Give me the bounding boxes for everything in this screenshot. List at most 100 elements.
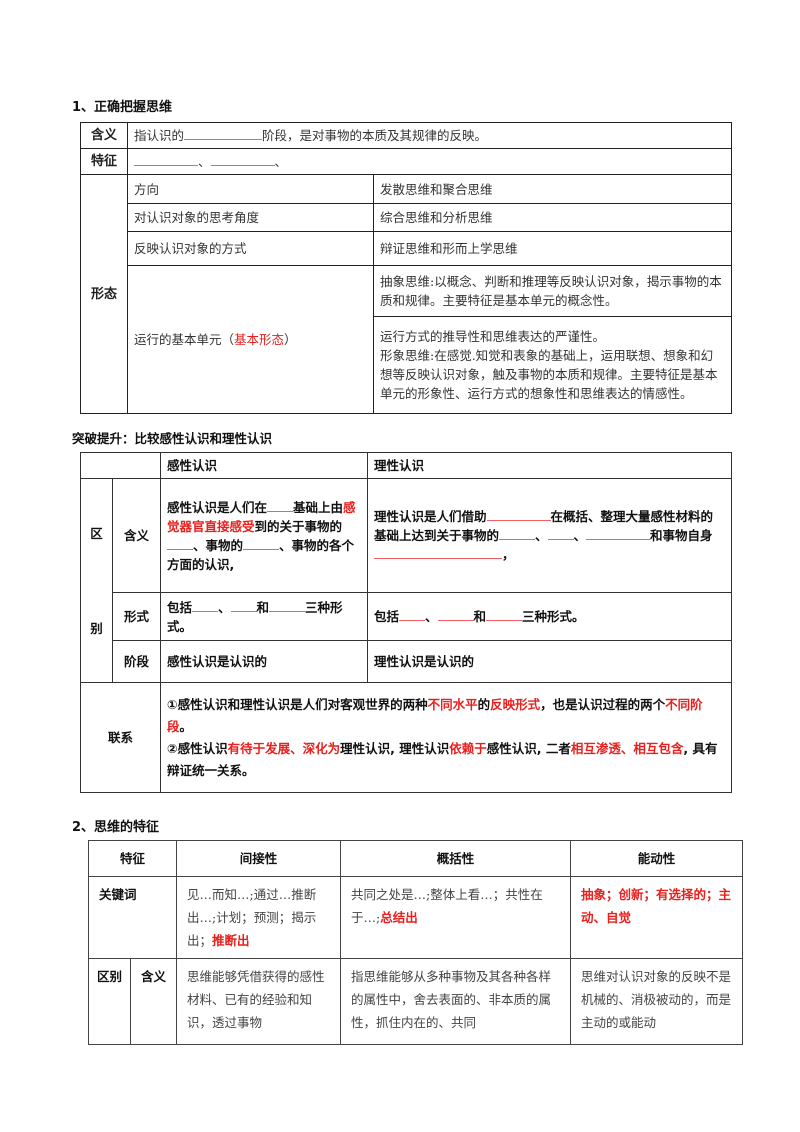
highlighted-text: 有待于发展、深化为: [227, 740, 341, 756]
meaning-rational: 理性认识是人们借助 在概括、整理大量感性材料的基础上达到关于事物的、 、 和事物自身 ，: [367, 478, 732, 593]
text-segment: 理性认识是人们借助: [374, 509, 487, 524]
fill-in-blank: [374, 546, 502, 559]
text-segment: 、事物的各个方面的认识,: [167, 537, 355, 572]
form-row: 形态 方向 发散思维和聚合思维: [80, 174, 732, 414]
keywords-initiative: 抽象；创新；有选择的；主动、自觉: [570, 876, 744, 959]
text-segment: 、: [198, 154, 211, 169]
section1-title: 1、正确把握思维: [72, 100, 173, 115]
text-segment: 见…而知…;通过…推断出…;计划；预测；揭示出；: [187, 887, 317, 948]
fill-in-blank: [486, 508, 551, 521]
text-segment: ）: [284, 332, 297, 347]
features-row: 特征 、、: [80, 148, 732, 175]
text-segment: 感性认识是人们在: [167, 499, 268, 515]
text-segment: 、事物的: [193, 537, 244, 553]
fill-in-blank: [399, 608, 426, 621]
stage-perceptual: 感性认识是认识的: [160, 640, 368, 683]
header-indirect: 间接性: [176, 840, 342, 877]
form-row: 形式 包括、和三种形式。 包括、和三种形式。: [81, 592, 732, 641]
text-segment: ，也是认识过程的两个: [540, 696, 666, 712]
forms-label: 形态: [80, 174, 128, 414]
imagery-thinking: 运行方式的推导性和思维表达的严谨性。 形象思维:在感觉.知觉和表象的基础上，运用联…: [373, 316, 732, 414]
compare-table: 感性认识 理性认识 区别 含义 感性认识是人们在 基础上由感觉器官直接感受到的关于…: [80, 452, 732, 793]
highlighted-text: 不同水平: [427, 696, 478, 712]
text-segment: 和: [473, 609, 487, 624]
form-label: 形式: [112, 592, 161, 641]
fill-in-blank: [184, 127, 263, 140]
text-segment: 基础上由: [293, 499, 344, 515]
form-aspect: 方向: [127, 174, 374, 204]
keywords-row: 关键词 见…而知…;通过…推断出…;计划；预测；揭示出；推断出 共同之处是…;整…: [87, 876, 744, 959]
fill-in-blank: [437, 608, 474, 621]
fill-in-blank: [167, 537, 193, 550]
text-segment: 和事物自身: [650, 528, 713, 543]
fill-in-blank: [267, 499, 294, 512]
highlighted-text: 不同阶段: [167, 696, 703, 734]
text-segment: 理性认识, 理性认识: [340, 740, 450, 756]
text-segment: 。: [179, 718, 193, 734]
form-aspect: 对认识对象的思考角度: [127, 203, 374, 232]
meaning-label: 含义: [129, 958, 178, 1045]
highlighted-text: 推断出: [212, 933, 250, 948]
text-segment: 运行的基本单元（: [134, 332, 235, 347]
fill-in-blank: [499, 527, 536, 540]
form-types: 综合思维和分析思维: [373, 203, 732, 232]
text-segment: ②感性认识: [167, 740, 228, 756]
header-feature: 特征: [87, 840, 178, 877]
text-segment: 抽象思维:以概念、判断和推理等反映认识对象，揭示事物的本质和规律。主要特征是基本…: [380, 274, 722, 308]
text-segment: 、: [218, 599, 231, 615]
keywords-label: 关键词: [87, 876, 178, 959]
highlighted-text: 抽象；创新；有选择的；主动、自觉: [581, 887, 732, 925]
section2-title: 2、思维的特征: [72, 820, 160, 835]
compare-title: 突破提升：比较感性认识和理性认识: [72, 431, 273, 446]
text-segment: 阶段，是对事物的本质及其规律的反映。: [262, 128, 488, 143]
fill-in-blank: [230, 599, 257, 612]
meaning-row: 区别 含义 思维能够凭借获得的感性材料、已有的经验和知识，透过事物 指思维能够从…: [88, 958, 744, 1045]
form-perceptual: 包括 、 和三种形式。: [160, 592, 368, 641]
meaning-generalization: 指思维能够从多种事物及其各种各样的属性中，舍去表面的、非本质的属性，抓住内在的、…: [340, 958, 572, 1045]
meaning-initiative: 思维对认识对象的反映不是机械的、消极被动的，而是主动的或能动: [570, 958, 744, 1045]
text-segment: , 具有辩证统一关系。: [167, 740, 718, 778]
relation-label: 联系: [80, 682, 161, 793]
header-initiative: 能动性: [570, 840, 744, 877]
highlighted-text: 相互渗透、相互包含: [570, 740, 684, 756]
form-rational: 包括 、 和 三种形式。: [367, 592, 732, 641]
text-segment: 包括: [374, 609, 400, 624]
text-segment: 共同之处是…;整体上看…；共性在于…;: [351, 887, 543, 925]
header-generalization: 概括性: [340, 840, 572, 877]
form-row: 对认识对象的思考角度 综合思维和分析思维: [81, 203, 732, 232]
text-segment: ，: [502, 547, 515, 562]
highlighted-text: 依赖于: [449, 740, 487, 756]
text-segment: 到的关于事物的: [254, 518, 343, 534]
text-segment: 的: [477, 696, 491, 712]
text-segment: 三种形式。: [167, 599, 343, 634]
meaning-indirect: 思维能够凭借获得的感性材料、已有的经验和知识，透过事物: [176, 958, 342, 1045]
features-table: 特征 间接性 概括性 能动性 关键词 见…而知…;通过…推断出…;计划；预测；揭…: [87, 840, 744, 1045]
form-types: 辩证思维和形而上学思维: [373, 231, 732, 266]
fill-in-blank: [134, 153, 198, 166]
form-types: 发散思维和聚合思维: [373, 174, 732, 204]
difference-label: 区别: [88, 958, 131, 1045]
stage-label: 阶段: [112, 640, 161, 683]
fill-in-blank: [486, 608, 523, 621]
text-segment: 、: [573, 528, 587, 543]
highlighted-text: 反映形式: [490, 696, 541, 712]
unit-aspect: 运行的基本单元（基本形态）: [127, 265, 374, 414]
highlighted-text: 感觉器官直接感受: [167, 499, 356, 534]
highlighted-text: 总结出: [380, 910, 418, 925]
meaning-row: 含义 指认识的 阶段，是对事物的本质及其规律的反映。: [80, 122, 732, 149]
text-segment: 、: [274, 154, 288, 169]
col-rational: 理性认识: [367, 452, 732, 479]
form-aspect: 反映认识对象的方式: [127, 231, 374, 266]
meaning-row: 区别 含义 感性认识是人们在 基础上由感觉器官直接感受到的关于事物的、事物的 、事物…: [80, 478, 732, 683]
text-segment: 在概括、整理大量感性材料的基础上达到关于事物的: [374, 509, 714, 543]
meaning-label: 含义: [112, 478, 161, 593]
fill-in-blank: [586, 527, 651, 540]
form-row: 反映认识对象的方式 辩证思维和形而上学思维: [81, 231, 732, 266]
difference-label: 区别: [80, 478, 113, 683]
keywords-generalization: 共同之处是…;整体上看…；共性在于…;总结出: [340, 876, 572, 959]
abstract-thinking: 抽象思维:以概念、判断和推理等反映认识对象，揭示事物的本质和规律。主要特征是基本…: [373, 265, 732, 317]
text-segment: 运行方式的推导性和思维表达的严谨性。: [380, 329, 606, 344]
fill-in-blank: [210, 153, 275, 166]
text-segment: 、: [535, 528, 548, 543]
text-segment: 和: [256, 599, 270, 615]
